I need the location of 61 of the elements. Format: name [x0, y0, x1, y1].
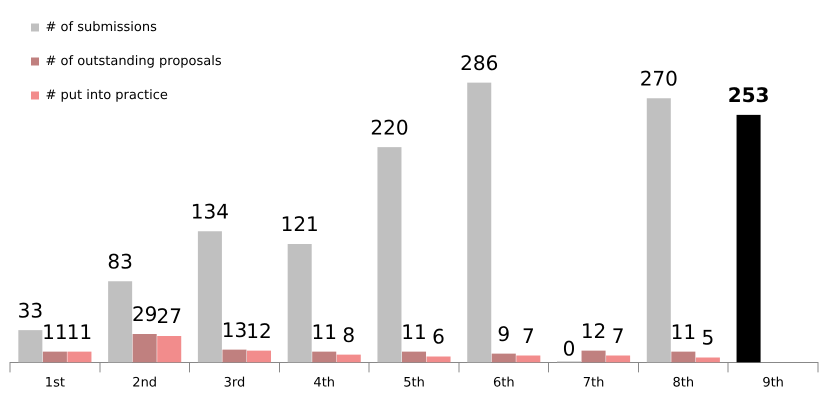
bar [312, 352, 336, 362]
bar [606, 356, 630, 362]
data-label: 7 [612, 324, 624, 348]
bar [132, 334, 157, 362]
bar [67, 352, 92, 362]
bar [736, 114, 761, 362]
data-label: 134 [190, 200, 229, 224]
x-tick-label: 6th [492, 376, 515, 391]
legend-label: # of submissions [46, 20, 158, 35]
bar [198, 231, 222, 362]
data-label: 270 [640, 66, 678, 90]
bar [222, 350, 246, 362]
bar [402, 352, 426, 362]
data-label: 0 [562, 336, 576, 361]
x-tick-label: 1st [44, 376, 65, 391]
data-label: 220 [370, 115, 409, 140]
x-tick-label: 4th [313, 376, 336, 391]
x-tick-label: 5th [403, 376, 425, 391]
x-tick-label: 7th [582, 376, 604, 391]
bar [696, 358, 720, 362]
bar [42, 352, 67, 362]
data-label: 5 [702, 326, 714, 350]
data-label: 11 [670, 320, 696, 344]
bar [246, 350, 272, 362]
data-label: 27 [156, 304, 182, 328]
data-label: 13 [222, 318, 248, 342]
bar [157, 336, 182, 362]
x-tick-label: 2nd [132, 376, 158, 391]
legend-label: # of outstanding proposals [46, 54, 222, 69]
bar [646, 98, 671, 362]
legend-label: # put into practice [46, 88, 168, 103]
bar [492, 354, 516, 362]
data-label: 121 [280, 212, 319, 236]
data-label: 83 [107, 249, 133, 274]
data-label: 29 [132, 302, 158, 326]
data-label: 8 [342, 322, 356, 347]
bar [671, 352, 696, 362]
data-label: 11 [42, 320, 68, 344]
bar [18, 330, 42, 362]
x-tick-label: 9th [762, 376, 784, 391]
data-label: 286 [460, 50, 498, 75]
bar [516, 356, 540, 362]
x-tick-label: 3rd [224, 376, 246, 391]
data-label: 11 [401, 320, 427, 344]
data-label: 7 [522, 324, 535, 348]
data-label: 12 [246, 318, 272, 343]
data-label: 11 [311, 320, 337, 344]
bar [426, 356, 451, 362]
data-label: 12 [580, 318, 606, 343]
bar [582, 350, 606, 362]
bar [336, 354, 361, 362]
data-label: 6 [432, 324, 445, 349]
x-tick-label: 8th [672, 376, 694, 391]
bar [108, 281, 132, 362]
data-label: 253 [728, 83, 770, 108]
bar [288, 244, 312, 362]
data-label: 33 [18, 298, 44, 322]
bar [377, 147, 402, 362]
data-label: 11 [66, 320, 92, 344]
data-label: 9 [497, 322, 510, 346]
bar [467, 82, 492, 362]
